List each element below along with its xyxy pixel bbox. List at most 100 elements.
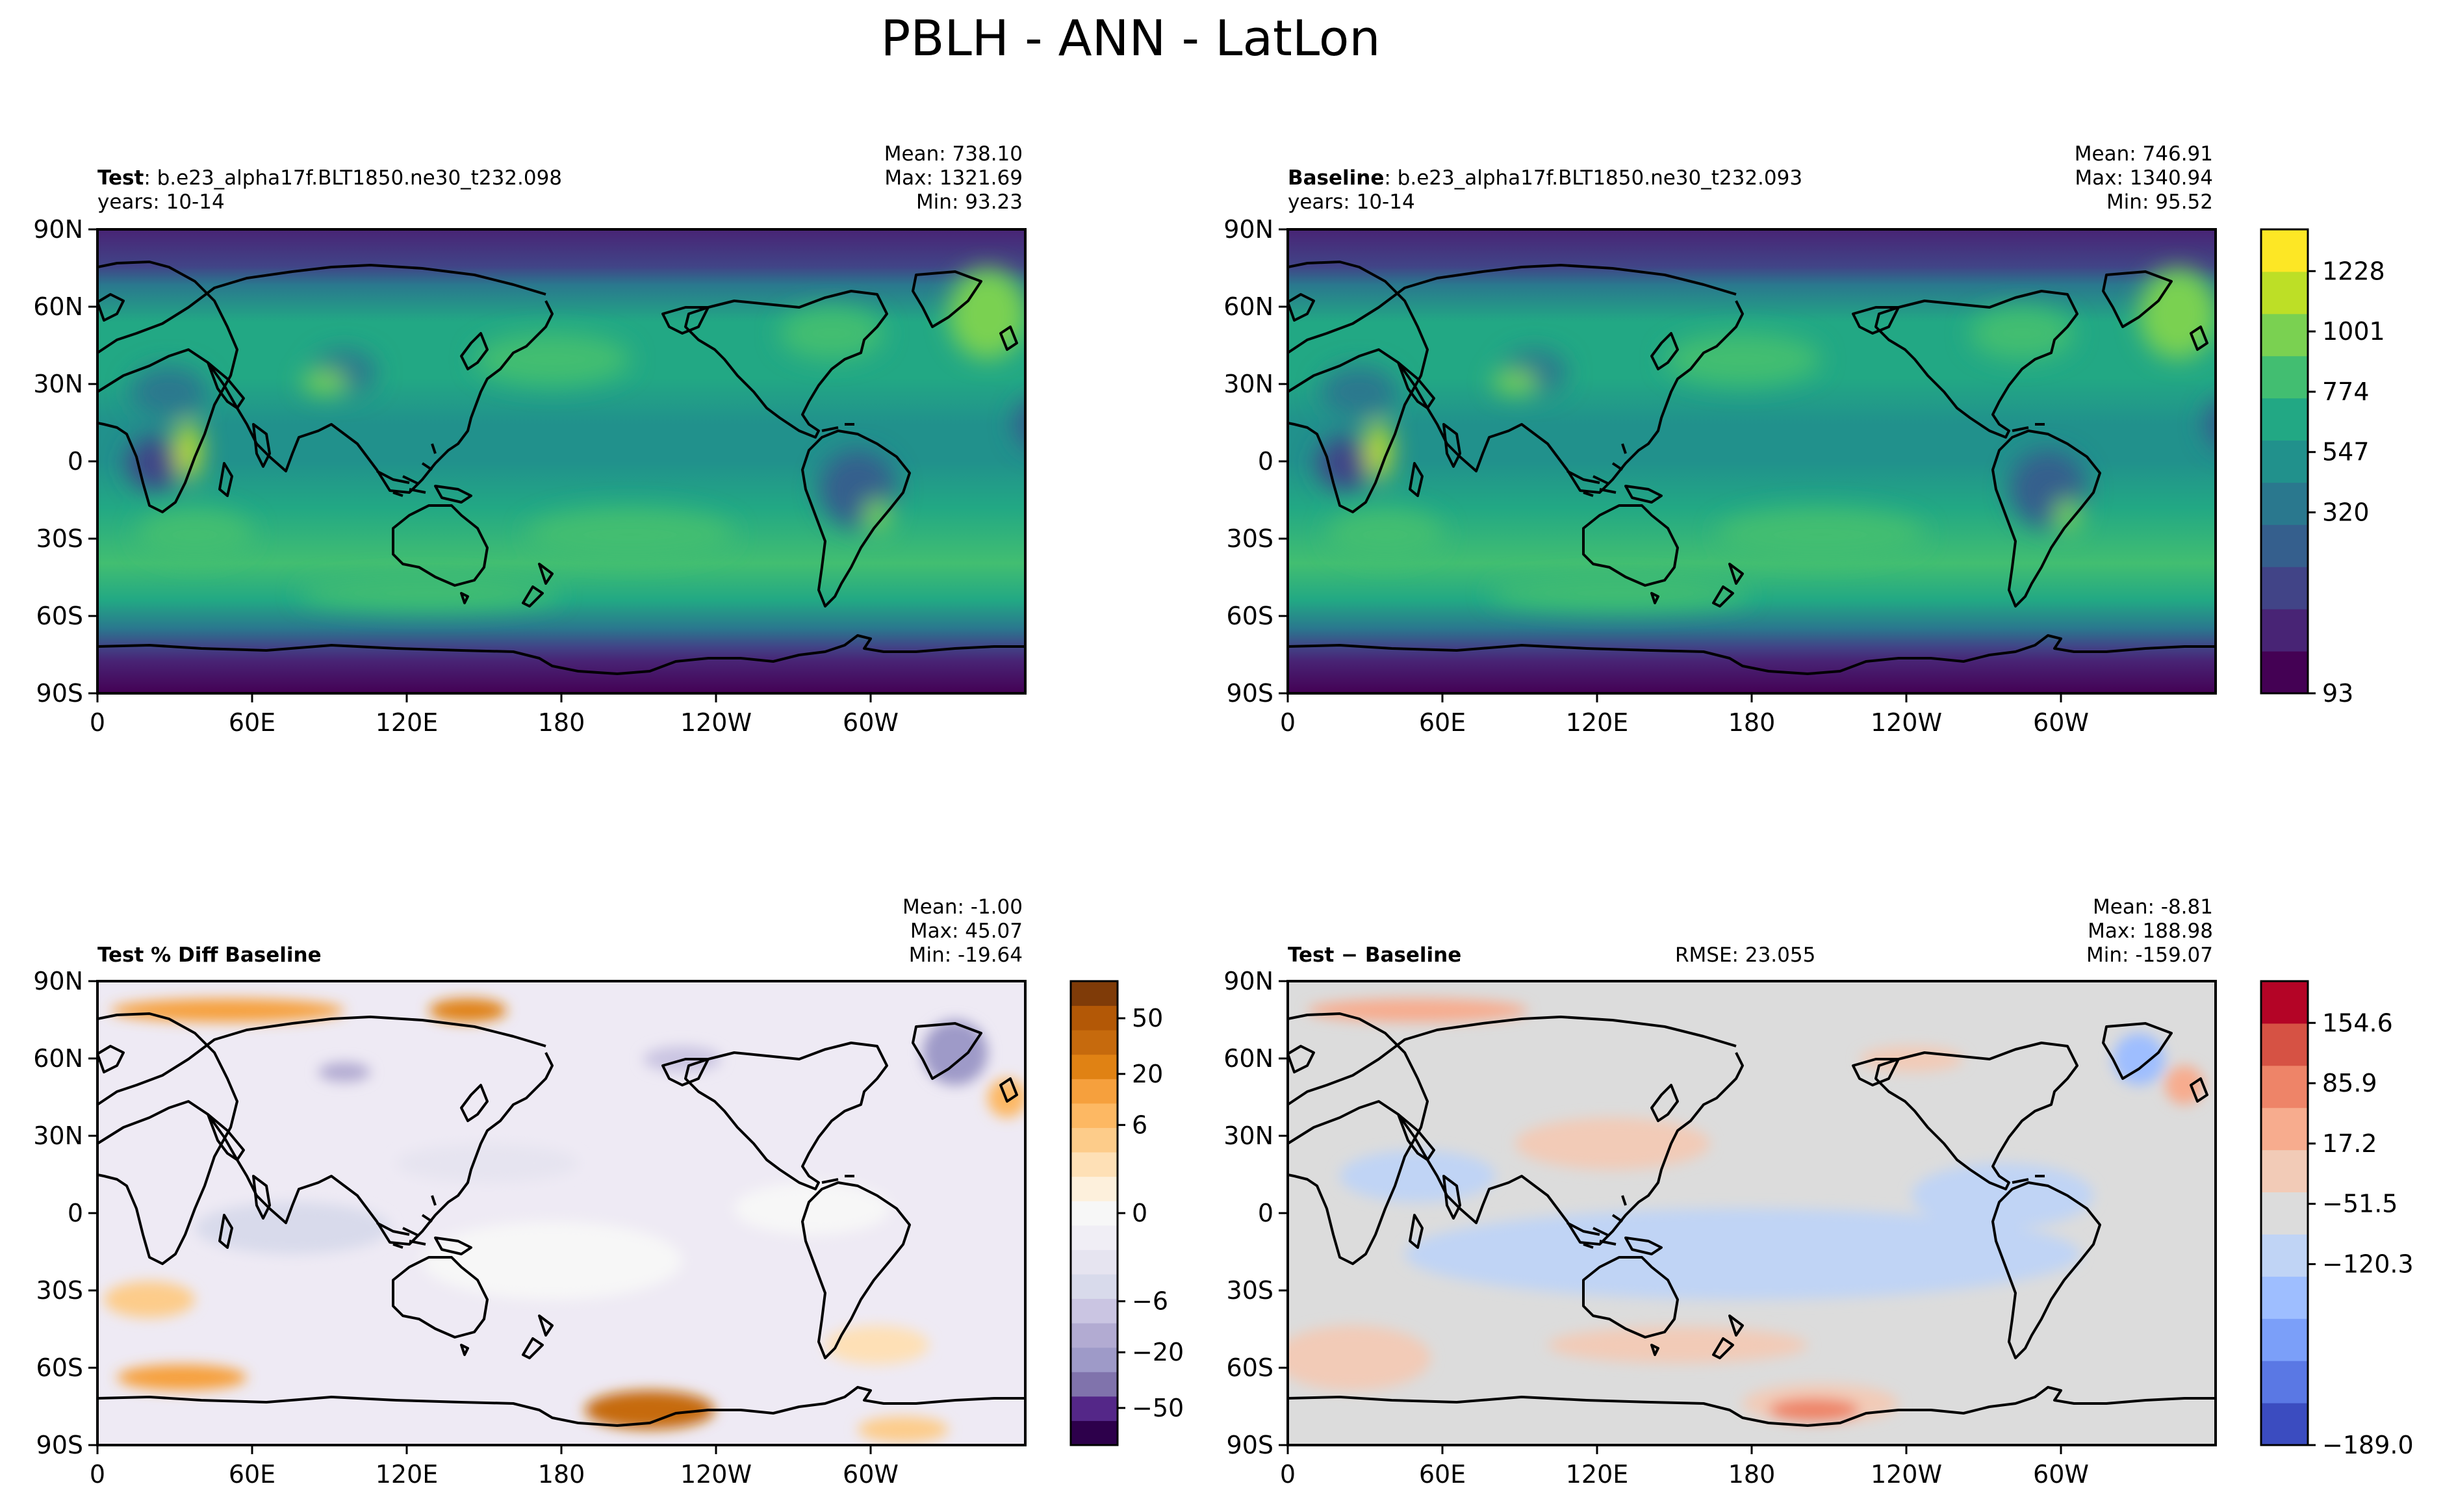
pctdiff-xtick-label: 180 bbox=[538, 1460, 585, 1489]
baseline-ytick-label: 90S bbox=[1227, 679, 1273, 708]
main-colorbar-frame bbox=[2260, 228, 2309, 695]
main-colorbar-label: 547 bbox=[2322, 438, 2370, 467]
baseline-max: Max: 1340.94 bbox=[2075, 166, 2213, 190]
pctdiff-xtick-label: 120E bbox=[376, 1460, 439, 1489]
diff-xtick-label: 60W bbox=[2033, 1460, 2089, 1489]
diff-xtick-label: 180 bbox=[1728, 1460, 1776, 1489]
pctdiff-xtick-label: 0 bbox=[90, 1460, 105, 1489]
pct-colorbar-segment bbox=[1071, 1127, 1118, 1153]
baseline-ytick-label: 90N bbox=[1223, 215, 1273, 244]
main-colorbar-segment bbox=[2261, 229, 2308, 272]
test-xtick-label: 120W bbox=[680, 708, 752, 737]
baseline-label: Baseline: b.e23_alpha17f.BLT1850.ne30_t2… bbox=[1288, 166, 1803, 190]
pctdiff-xtick-label: 60E bbox=[229, 1460, 275, 1489]
test-years: years: 10-14 bbox=[97, 190, 225, 214]
test-max: Max: 1321.69 bbox=[884, 166, 1023, 190]
test-ytick-label: 30N bbox=[33, 370, 83, 398]
main-colorbar-segment bbox=[2261, 524, 2308, 567]
test-mean: Mean: 738.10 bbox=[884, 142, 1023, 166]
diff-colorbar-segment bbox=[2261, 981, 2308, 1024]
main-colorbar-label: 1228 bbox=[2322, 257, 2385, 285]
test-min: Min: 93.23 bbox=[915, 190, 1023, 214]
pct-colorbar-segment bbox=[1071, 1396, 1118, 1421]
diff-ytick-label: 90S bbox=[1227, 1431, 1273, 1459]
main-colorbar-label: 1001 bbox=[2322, 317, 2385, 346]
test-xtick-label: 0 bbox=[90, 708, 105, 737]
diff-colorbar-segment bbox=[2261, 1318, 2308, 1361]
test-ytick-label: 60N bbox=[33, 292, 83, 321]
pctdiff-ytick-label: 30N bbox=[33, 1121, 83, 1150]
test-ytick-label: 0 bbox=[68, 447, 83, 476]
test-ytick-label: 60S bbox=[36, 602, 83, 630]
diff-colorbar-label: 17.2 bbox=[2322, 1129, 2377, 1158]
pct-colorbar-segment bbox=[1071, 1420, 1118, 1446]
pctdiff-label: Test % Diff Baseline bbox=[97, 943, 322, 967]
diff-min: Min: -159.07 bbox=[2086, 943, 2213, 967]
main-colorbar-segment bbox=[2261, 355, 2308, 399]
test-xtick-label: 120E bbox=[376, 708, 439, 737]
diff-colorbar-segment bbox=[2261, 1107, 2308, 1151]
diff-colorbar-label: −120.3 bbox=[2322, 1250, 2414, 1279]
pct-colorbar-segment bbox=[1071, 1372, 1118, 1397]
pct-colorbar-segment bbox=[1071, 1225, 1118, 1250]
baseline-xtick-label: 60W bbox=[2033, 708, 2089, 737]
baseline-xtick-label: 0 bbox=[1280, 708, 1296, 737]
pct-colorbar-label: 6 bbox=[1132, 1110, 1147, 1139]
diff-colorbar-label: −189.0 bbox=[2322, 1431, 2414, 1459]
diff-ytick-label: 90N bbox=[1223, 967, 1273, 995]
baseline-years: years: 10-14 bbox=[1288, 190, 1415, 214]
main-colorbar-label: 320 bbox=[2322, 498, 2370, 527]
pct-colorbar-segment bbox=[1071, 1079, 1118, 1104]
pctdiff-ytick-label: 60N bbox=[33, 1044, 83, 1073]
pct-colorbar-label: 20 bbox=[1132, 1060, 1163, 1088]
pct-colorbar-segment bbox=[1071, 1030, 1118, 1055]
pctdiff-max: Max: 45.07 bbox=[910, 919, 1023, 943]
diff-xtick-label: 120W bbox=[1871, 1460, 1942, 1489]
baseline-ytick-label: 60S bbox=[1227, 602, 1273, 630]
baseline-ytick-label: 0 bbox=[1258, 447, 1273, 476]
baseline-xtick-label: 120E bbox=[1566, 708, 1629, 737]
pct-colorbar-label: −50 bbox=[1132, 1394, 1184, 1422]
pct-colorbar-segment bbox=[1071, 1274, 1118, 1300]
diff-ytick-label: 60S bbox=[1227, 1353, 1273, 1382]
pct-colorbar-segment bbox=[1071, 1103, 1118, 1128]
pctdiff-ytick-label: 90S bbox=[36, 1431, 83, 1459]
pct-colorbar-label: 50 bbox=[1132, 1004, 1163, 1032]
pct-colorbar-segment bbox=[1071, 1323, 1118, 1348]
diff-xtick-label: 120E bbox=[1566, 1460, 1629, 1489]
diff-colorbar-label: −51.5 bbox=[2322, 1190, 2398, 1218]
pctdiff-ytick-label: 90N bbox=[33, 967, 83, 995]
diff-colorbar-segment bbox=[2261, 1192, 2308, 1235]
diff-colorbar-segment bbox=[2261, 1149, 2308, 1193]
test-xtick-label: 60E bbox=[229, 708, 275, 737]
pct-colorbar-segment bbox=[1071, 981, 1118, 1006]
pct-colorbar-segment bbox=[1071, 1054, 1118, 1079]
test-ytick-label: 90N bbox=[33, 215, 83, 244]
baseline-ytick-label: 60N bbox=[1223, 292, 1273, 321]
diff-ytick-label: 30N bbox=[1223, 1121, 1273, 1150]
figure-title: PBLH - ANN - LatLon bbox=[880, 9, 1381, 67]
baseline-xtick-label: 180 bbox=[1728, 708, 1776, 737]
pctdiff-xtick-label: 120W bbox=[680, 1460, 752, 1489]
baseline-min: Min: 95.52 bbox=[2106, 190, 2213, 214]
diff-colorbar-segment bbox=[2261, 1023, 2308, 1066]
pctdiff-ytick-label: 0 bbox=[68, 1199, 83, 1227]
pct-colorbar-segment bbox=[1071, 1152, 1118, 1177]
main-colorbar-segment bbox=[2261, 398, 2308, 441]
diff-max: Max: 188.98 bbox=[2088, 919, 2213, 943]
diff-colorbar-segment bbox=[2261, 1234, 2308, 1277]
pct-colorbar-segment bbox=[1071, 1298, 1118, 1324]
baseline-xtick-label: 120W bbox=[1871, 708, 1942, 737]
pctdiff-min: Min: -19.64 bbox=[908, 943, 1023, 967]
pctdiff-mean: Mean: -1.00 bbox=[902, 895, 1023, 919]
diff-ytick-label: 30S bbox=[1227, 1276, 1273, 1305]
main-colorbar-label: 774 bbox=[2322, 378, 2370, 406]
diff-rmse: RMSE: 23.055 bbox=[1675, 943, 1816, 967]
pct-colorbar-segment bbox=[1071, 1347, 1118, 1372]
main-colorbar-label: 93 bbox=[2322, 679, 2353, 708]
test-xtick-label: 180 bbox=[538, 708, 585, 737]
baseline-ytick-label: 30N bbox=[1223, 370, 1273, 398]
diff-colorbar-label: 154.6 bbox=[2322, 1008, 2393, 1037]
test-ytick-label: 90S bbox=[36, 679, 83, 708]
pct-colorbar-label: −6 bbox=[1132, 1287, 1168, 1316]
